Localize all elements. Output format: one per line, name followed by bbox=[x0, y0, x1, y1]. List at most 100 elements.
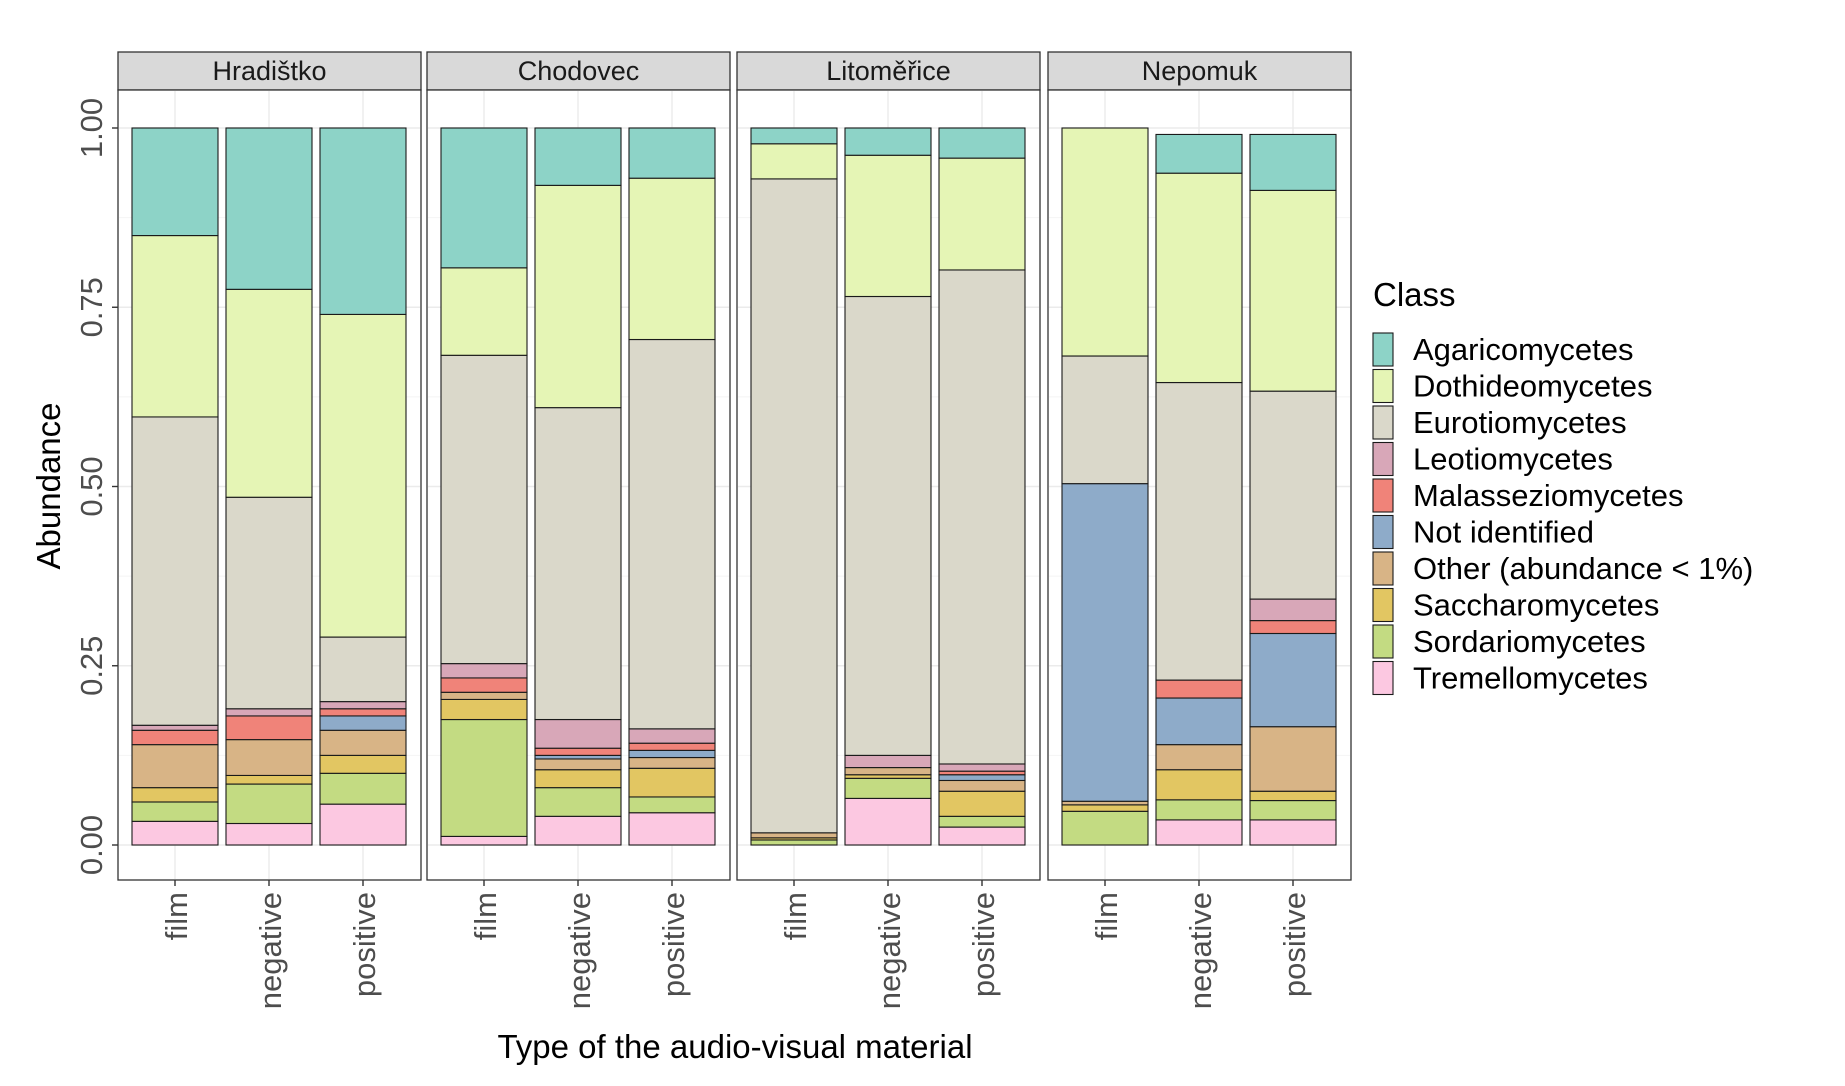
bar-segment-hradistko-negative-eurotiomycetes bbox=[225, 496, 313, 710]
legend-key-agaricomycetes bbox=[1372, 332, 1394, 367]
bar-segment-hradistko-negative-malasseziomycetes bbox=[225, 715, 313, 741]
bar-segment-hradistko-negative-saccharomycetes bbox=[225, 774, 313, 785]
bar-segment-nepomuk-positive-malasseziomycetes bbox=[1249, 620, 1337, 635]
bar-segment-hradistko-negative-sordariomycetes bbox=[225, 783, 313, 825]
y-tick-label: 0.50 bbox=[74, 456, 109, 516]
bar-segment-nepomuk-negative-eurotiomycetes bbox=[1155, 381, 1243, 681]
legend-label-agaricomycetes: Agaricomycetes bbox=[1413, 332, 1634, 367]
y-axis: 0.00 0.25 0.50 0.75 1.00 bbox=[74, 98, 118, 875]
legend-key-other-abundance-1 bbox=[1372, 551, 1394, 586]
bar-segment-chodovec-positive-sordariomycetes bbox=[628, 796, 716, 814]
bar-segment-chodovec-film-sordariomycetes bbox=[440, 718, 528, 837]
legend-key-saccharomycetes bbox=[1372, 587, 1394, 623]
bar-segment-litomerice-positive-not-identified bbox=[938, 774, 1026, 782]
facet-label-chodovec: Chodovec bbox=[518, 56, 640, 86]
bar-segment-nepomuk-positive-other-abundance-1 bbox=[1249, 726, 1337, 792]
x-tick-label-litomerice-negative: negative bbox=[872, 892, 907, 1009]
bar-segment-hradistko-negative-dothideomycetes bbox=[225, 288, 313, 498]
bar-segment-chodovec-negative-dothideomycetes bbox=[534, 184, 622, 409]
facet-label-litomerice: Litoměřice bbox=[826, 56, 951, 86]
facet-label-nepomuk: Nepomuk bbox=[1142, 56, 1258, 86]
bar-segment-hradistko-positive-malasseziomycetes bbox=[319, 708, 407, 717]
legend-label-saccharomycetes: Saccharomycetes bbox=[1413, 588, 1659, 623]
bar-segment-litomerice-negative-eurotiomycetes bbox=[844, 295, 932, 756]
bar-segment-chodovec-film-malasseziomycetes bbox=[440, 677, 528, 693]
x-tick-label-nepomuk-positive: positive bbox=[1277, 892, 1312, 997]
bar-segment-hradistko-film-sordariomycetes bbox=[131, 801, 219, 822]
legend-label-eurotiomycetes: Eurotiomycetes bbox=[1413, 405, 1627, 440]
bar-segment-litomerice-positive-other-abundance-1 bbox=[938, 779, 1026, 792]
bar-segment-litomerice-positive-tremellomycetes bbox=[938, 826, 1026, 846]
bar-segment-nepomuk-negative-dothideomycetes bbox=[1155, 172, 1243, 384]
facet-strip-chodovec bbox=[426, 51, 731, 91]
bar-segment-chodovec-positive-dothideomycetes bbox=[628, 177, 716, 341]
bar-segment-nepomuk-film-dothideomycetes bbox=[1061, 127, 1149, 357]
legend-key-dothideomycetes bbox=[1372, 368, 1394, 404]
bar-segment-nepomuk-positive-tremellomycetes bbox=[1249, 819, 1337, 846]
bar-segment-hradistko-positive-other-abundance-1 bbox=[319, 729, 407, 756]
bar-segment-nepomuk-negative-other-abundance-1 bbox=[1155, 744, 1243, 771]
legend-key-eurotiomycetes bbox=[1372, 405, 1394, 440]
y-tick-label: 0.25 bbox=[74, 636, 109, 696]
bar-segment-chodovec-film-eurotiomycetes bbox=[440, 354, 528, 665]
facet-panels bbox=[117, 89, 1352, 881]
bar-segment-litomerice-positive-sordariomycetes bbox=[938, 815, 1026, 828]
bar-segment-litomerice-positive-leotiomycetes bbox=[938, 763, 1026, 772]
bar-segment-hradistko-positive-agaricomycetes bbox=[319, 127, 407, 315]
x-tick-label-hradistko-positive: positive bbox=[347, 892, 382, 997]
bar-segment-hradistko-negative-leotiomycetes bbox=[225, 708, 313, 717]
x-tick-label-chodovec-negative: negative bbox=[562, 892, 597, 1009]
y-axis-title: Abundance bbox=[30, 403, 67, 570]
facet-strip-litomerice bbox=[736, 51, 1041, 91]
y-tick-label: 0.75 bbox=[74, 277, 109, 337]
bar-segment-nepomuk-film-eurotiomycetes bbox=[1061, 355, 1149, 485]
bar-segment-litomerice-film-dothideomycetes bbox=[750, 143, 838, 180]
bar-segment-hradistko-film-leotiomycetes bbox=[131, 724, 219, 731]
legend-label-not-identified: Not identified bbox=[1413, 515, 1594, 550]
bar-segment-chodovec-film-dothideomycetes bbox=[440, 267, 528, 356]
bar-segment-nepomuk-positive-eurotiomycetes bbox=[1249, 390, 1337, 600]
bar-segment-litomerice-negative-tremellomycetes bbox=[844, 797, 932, 846]
bar-segment-hradistko-positive-sordariomycetes bbox=[319, 772, 407, 805]
bar-segment-chodovec-positive-saccharomycetes bbox=[628, 767, 716, 798]
bar-segment-nepomuk-positive-agaricomycetes bbox=[1249, 133, 1337, 191]
bar-segment-hradistko-negative-tremellomycetes bbox=[225, 822, 313, 846]
bar-segment-hradistko-positive-leotiomycetes bbox=[319, 701, 407, 710]
bar-segment-hradistko-positive-dothideomycetes bbox=[319, 313, 407, 638]
bar-segment-nepomuk-negative-saccharomycetes bbox=[1155, 769, 1243, 801]
facet-strip-nepomuk bbox=[1047, 51, 1352, 91]
bar-segment-hradistko-film-agaricomycetes bbox=[131, 127, 219, 237]
bar-segment-nepomuk-negative-sordariomycetes bbox=[1155, 799, 1243, 821]
bar-segment-nepomuk-positive-saccharomycetes bbox=[1249, 790, 1337, 802]
bar-segment-hradistko-positive-eurotiomycetes bbox=[319, 636, 407, 703]
bar-segment-nepomuk-film-saccharomycetes bbox=[1061, 804, 1149, 812]
bar-segment-nepomuk-positive-not-identified bbox=[1249, 632, 1337, 728]
legend-key-not-identified bbox=[1372, 514, 1394, 550]
bar-segment-chodovec-positive-eurotiomycetes bbox=[628, 338, 716, 730]
bar-segment-litomerice-negative-other-abundance-1 bbox=[844, 767, 932, 776]
bar-segment-chodovec-film-tremellomycetes bbox=[440, 835, 528, 846]
bar-segment-nepomuk-film-not-identified bbox=[1061, 483, 1149, 802]
bar-segment-hradistko-positive-saccharomycetes bbox=[319, 754, 407, 774]
bar-segment-chodovec-positive-other-abundance-1 bbox=[628, 756, 716, 769]
bar-segment-chodovec-positive-agaricomycetes bbox=[628, 127, 716, 179]
bar-segment-hradistko-negative-other-abundance-1 bbox=[225, 739, 313, 777]
x-tick-label-hradistko-negative: negative bbox=[253, 892, 288, 1009]
x-tick-label-litomerice-film: film bbox=[778, 892, 813, 940]
bar-segment-hradistko-film-saccharomycetes bbox=[131, 787, 219, 803]
x-axis-title: Type of the audio-visual material bbox=[497, 1028, 972, 1065]
bar-segment-chodovec-negative-sordariomycetes bbox=[534, 787, 622, 817]
bar-segment-nepomuk-negative-tremellomycetes bbox=[1155, 819, 1243, 846]
bar-segment-litomerice-film-eurotiomycetes bbox=[750, 178, 838, 834]
bar-segment-hradistko-film-eurotiomycetes bbox=[131, 416, 219, 726]
bar-segment-chodovec-negative-tremellomycetes bbox=[534, 815, 622, 846]
bar-segment-nepomuk-negative-not-identified bbox=[1155, 697, 1243, 746]
bar-segment-chodovec-positive-leotiomycetes bbox=[628, 728, 716, 744]
bar-segment-chodovec-negative-eurotiomycetes bbox=[534, 407, 622, 721]
bar-segment-chodovec-negative-agaricomycetes bbox=[534, 127, 622, 186]
bar-segment-chodovec-negative-malasseziomycetes bbox=[534, 747, 622, 756]
bar-segment-chodovec-negative-leotiomycetes bbox=[534, 718, 622, 749]
x-axis: film negative positive film negative positive… bbox=[159, 880, 1312, 1009]
bar-segment-chodovec-film-leotiomycetes bbox=[440, 663, 528, 679]
